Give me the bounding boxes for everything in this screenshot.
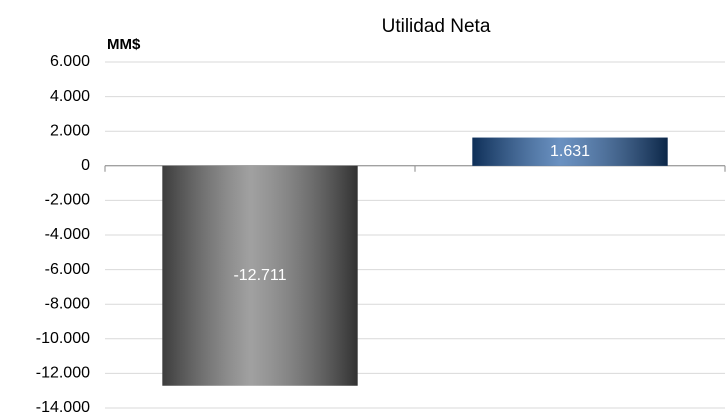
- y-tick-label: -2.000: [45, 192, 90, 209]
- y-tick-label: -4.000: [45, 226, 90, 243]
- y-tick-label: 6.000: [50, 53, 90, 70]
- y-tick-label: -12.000: [36, 365, 90, 382]
- y-tick-label: -8.000: [45, 295, 90, 312]
- y-axis-label: MM$: [107, 36, 141, 53]
- y-tick-label: -10.000: [36, 330, 90, 347]
- data-label: 1.631: [550, 143, 590, 160]
- y-tick-label: 0: [81, 157, 90, 174]
- data-label: -12.711: [233, 267, 286, 284]
- y-tick-label: -6.000: [45, 261, 90, 278]
- y-tick-label: -14.000: [36, 399, 90, 416]
- y-tick-label: 4.000: [50, 88, 90, 105]
- y-tick-label: 2.000: [50, 122, 90, 139]
- chart-title: Utilidad Neta: [382, 16, 491, 37]
